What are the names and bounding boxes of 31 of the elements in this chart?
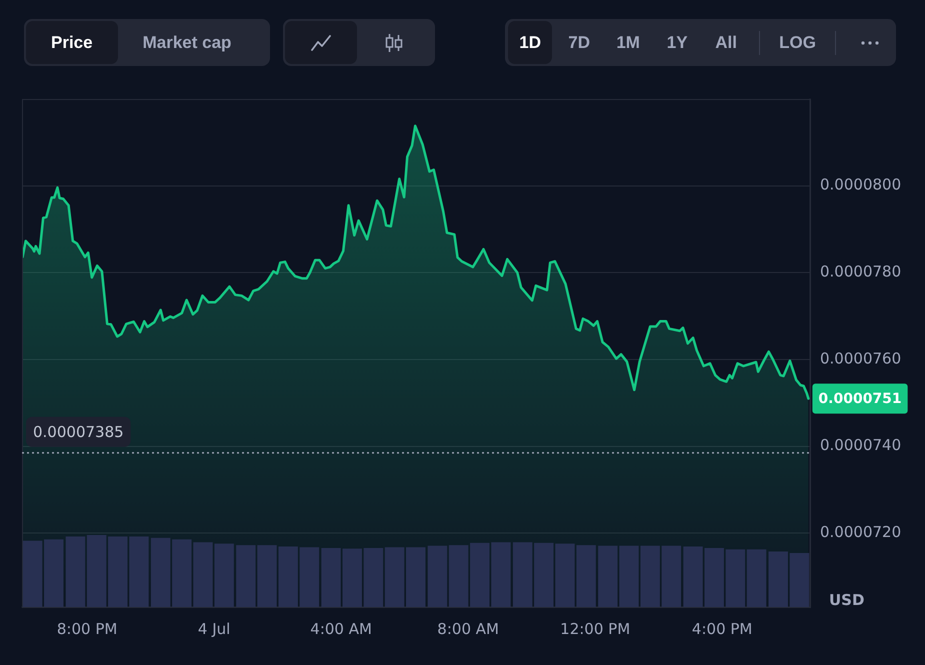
y-tick-label: 0.0000740 xyxy=(820,436,902,454)
x-tick-label: 8:00 PM xyxy=(56,620,118,638)
y-tick-label: 0.0000800 xyxy=(820,176,902,194)
bar xyxy=(619,546,639,607)
x-tick-label: 4 Jul xyxy=(198,620,230,638)
range-label: 1Y xyxy=(666,32,688,52)
range-label: All xyxy=(715,32,738,52)
x-tick-label: 8:00 AM xyxy=(437,620,499,638)
x-tick-label: 4:00 PM xyxy=(692,620,752,638)
bar xyxy=(428,546,448,607)
bar xyxy=(236,545,256,607)
y-axis-title: USD xyxy=(829,590,864,609)
x-tick-label: 12:00 PM xyxy=(560,620,630,638)
range-label: 1M xyxy=(616,32,640,52)
bar xyxy=(746,549,766,607)
y-tick-label: 0.0000720 xyxy=(820,523,902,542)
y-tick-label: 0.0000760 xyxy=(820,349,902,368)
bar xyxy=(193,542,213,607)
range-label: 1D xyxy=(519,32,542,52)
bar xyxy=(66,536,86,607)
bar xyxy=(576,545,596,607)
tab-label: Price xyxy=(51,32,93,52)
tab-label: Market cap xyxy=(142,32,232,52)
ref-line-label: 0.00007385 xyxy=(33,422,124,441)
y-tick-label: 0.0000780 xyxy=(820,262,902,281)
annotation: 0.0000751 xyxy=(818,391,902,408)
bar xyxy=(598,546,618,607)
toggle-label: LOG xyxy=(779,32,816,52)
range-label: 7D xyxy=(568,32,590,52)
x-tick-label: 4:00 AM xyxy=(310,620,372,638)
bar xyxy=(214,544,234,607)
